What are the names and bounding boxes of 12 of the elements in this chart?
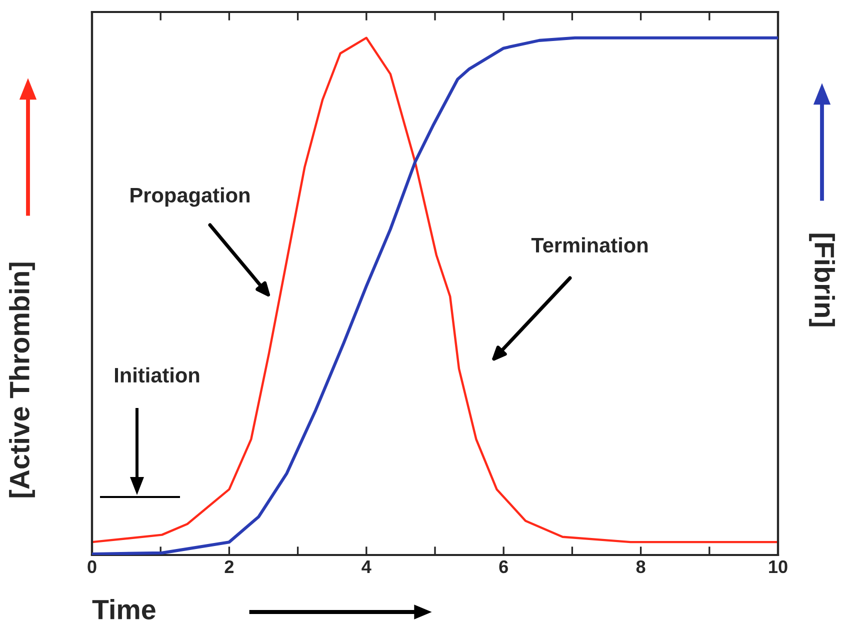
x-tick-label: 10 [769, 560, 788, 574]
x-tick-label: 6 [499, 560, 508, 574]
annotation: Termination [531, 237, 648, 253]
y-axis-title: [Active Thrombin] [9, 262, 35, 498]
annotation: Initiation [115, 367, 200, 383]
x-tick-label: 0 [88, 560, 96, 574]
x-tick-label: 4 [362, 560, 372, 573]
annotation: Propagation [130, 187, 250, 207]
y2-axis-title: [Fibrin] [809, 234, 835, 326]
x-tick-label: 8 [636, 560, 646, 574]
x-axis-title: Time [92, 599, 156, 620]
x-tick-label: 2 [224, 560, 234, 573]
